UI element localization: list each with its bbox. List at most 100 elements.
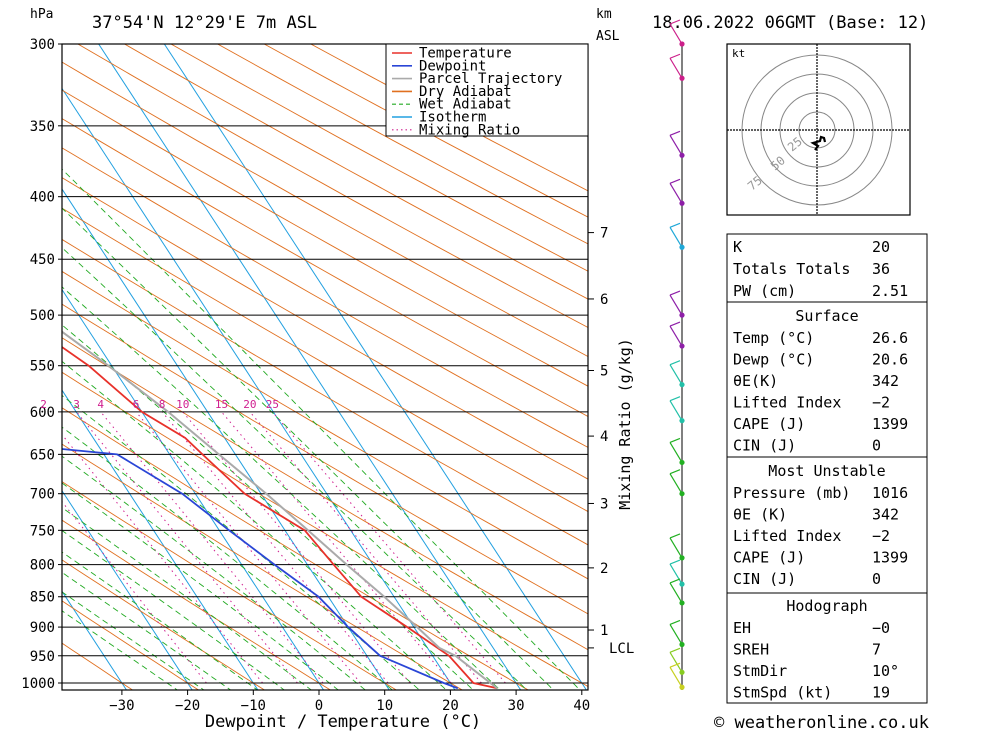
wind-barb-staff <box>669 651 683 673</box>
indices-section-title: Surface <box>795 307 858 325</box>
index-label: K <box>733 238 742 256</box>
wind-barb-staff <box>669 400 683 421</box>
index-label: CIN (J) <box>733 570 796 588</box>
mixing-ratio-line <box>249 411 482 684</box>
pressure-tick-label: 700 <box>30 487 55 503</box>
index-value: −2 <box>872 394 890 412</box>
wet-adiabat-line <box>62 530 285 690</box>
wind-barb-feather <box>669 178 681 184</box>
wind-barb-staff <box>669 226 683 248</box>
mixing-ratio-labels: 12346810152025 <box>40 398 279 411</box>
hodograph-unit: kt <box>732 47 745 60</box>
wind-barb-feather <box>669 396 681 402</box>
dry-adiabat-line <box>62 147 588 448</box>
wind-barb-dot <box>679 684 685 690</box>
wind-barb-feather <box>669 290 681 296</box>
height-tick-label: 3 <box>600 496 608 512</box>
dry-adiabat-line <box>62 481 398 690</box>
pressure-tick-label: 550 <box>30 359 55 375</box>
wind-barb-dot <box>679 669 685 675</box>
index-value: 342 <box>872 372 899 390</box>
height-unit-asl: ASL <box>596 29 620 44</box>
pressure-unit-label: hPa <box>30 7 53 22</box>
wet-adiabat-line <box>62 482 339 690</box>
x-axis-title: Dewpoint / Temperature (°C) <box>205 712 481 732</box>
wind-barb-staff <box>669 537 683 559</box>
wind-barb-feather <box>669 222 681 228</box>
wind-barb-staff <box>669 624 683 645</box>
wet-adiabat-line <box>62 455 367 690</box>
mixing-ratio-label: 2 <box>40 398 47 411</box>
wind-barb-staff <box>669 182 683 204</box>
index-value: 1016 <box>872 484 908 502</box>
legend-label: Mixing Ratio <box>419 122 520 138</box>
wet-adiabat-line <box>62 324 474 690</box>
index-value: −0 <box>872 619 890 637</box>
index-value: 0 <box>872 437 881 455</box>
index-label: Lifted Index <box>733 394 841 412</box>
height-tick-label: LCL <box>609 641 634 657</box>
index-value: 7 <box>872 641 881 659</box>
index-label: CIN (J) <box>733 437 796 455</box>
mixing-ratio-line <box>161 411 389 684</box>
pressure-tick-label: 850 <box>30 590 55 606</box>
pressure-tick-label: 400 <box>30 190 55 206</box>
isotherm-line <box>62 489 193 690</box>
dry-adiabat-line <box>62 238 588 546</box>
wet-adiabat-line <box>62 360 447 690</box>
index-value: 1399 <box>872 549 908 567</box>
temp-tick-label: 40 <box>573 698 590 714</box>
pressure-tick-label: 750 <box>30 523 55 539</box>
height-unit-km: km <box>596 7 612 22</box>
wind-barb-staff <box>669 57 683 79</box>
dry-adiabat-line <box>62 207 588 513</box>
wind-barb-dot <box>679 581 685 587</box>
index-label: CAPE (J) <box>733 415 805 433</box>
dry-adiabat-line <box>62 177 588 480</box>
indices-section-title: Hodograph <box>786 597 867 615</box>
pressure-tick-label: 600 <box>30 405 55 421</box>
pressure-tick-label: 1000 <box>21 676 55 692</box>
index-value: 2.51 <box>872 282 908 300</box>
pressure-tick-label: 800 <box>30 558 55 574</box>
indices-panel: K 20 Totals Totals 36 PW (cm) 2.51 Surface Temp… <box>726 233 928 704</box>
wind-barb-feather <box>669 578 681 584</box>
pressure-tick-label: 900 <box>30 620 55 636</box>
dry-adiabat-line <box>62 270 588 580</box>
legend-label: Dry Adiabat <box>419 84 512 100</box>
dry-adiabat-line <box>62 642 134 690</box>
dry-adiabat-line <box>62 337 588 651</box>
mixing-ratio-line <box>62 433 264 684</box>
wind-barb-staff <box>669 582 683 604</box>
temp-tick-label: 0 <box>315 698 323 714</box>
height-tick-label: 7 <box>600 226 608 242</box>
mixing-ratio-label: 15 <box>215 398 228 411</box>
copyright: © weatheronline.co.uk <box>714 713 929 733</box>
isotherm-line <box>0 26 7 709</box>
hodograph-trace <box>810 135 827 151</box>
index-value: −2 <box>872 527 890 545</box>
dry-adiabat-line <box>62 407 530 690</box>
index-label: Temp (°C) <box>733 329 814 347</box>
wind-barb-staff <box>669 23 683 45</box>
mixing-ratio-line <box>182 411 411 684</box>
index-value: 342 <box>872 506 899 524</box>
wind-barb-staff <box>669 134 683 156</box>
mixing-ratio-axis-title: Mixing Ratio (g/kg) <box>616 338 634 510</box>
dry-adiabat-line <box>263 44 588 218</box>
sounding-datetime: 18.06.2022 06GMT (Base: 12) <box>652 13 928 33</box>
dry-adiabat-line <box>62 600 200 690</box>
indices-section-title: Most Unstable <box>768 462 885 480</box>
legend-label: Parcel Trajectory <box>419 71 562 87</box>
temp-tick-label: −30 <box>109 698 134 714</box>
mixing-ratio-label: 4 <box>97 398 104 411</box>
isotherm-line <box>62 188 390 690</box>
dry-adiabat-line <box>62 443 464 690</box>
isotherm-line <box>98 44 522 690</box>
pressure-tick-label: 650 <box>30 447 55 463</box>
temp-tick-label: 10 <box>376 698 393 714</box>
wind-barb-feather <box>669 437 681 444</box>
dry-adiabat-line <box>123 44 588 300</box>
